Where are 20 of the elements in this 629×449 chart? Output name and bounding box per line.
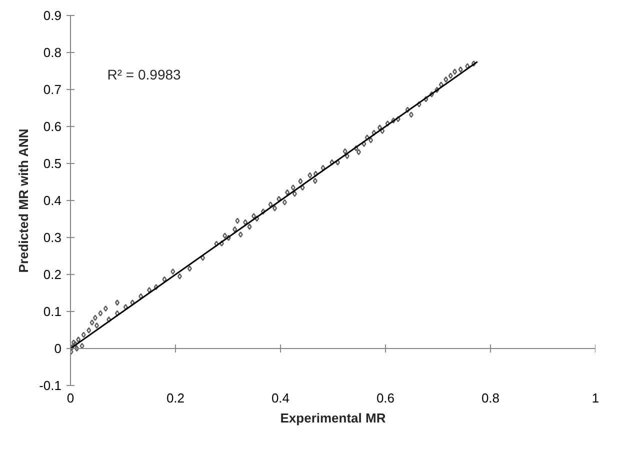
y-tick-label: 0 <box>54 341 62 356</box>
x-tick-label: 0.8 <box>481 390 500 406</box>
y-tick-label: 0.8 <box>43 45 62 60</box>
x-tick-label: 0.2 <box>166 390 185 406</box>
y-tick-label: 0.9 <box>43 8 62 23</box>
annotation: R² = 0.9983 <box>107 66 182 83</box>
y-tick-label: 0.7 <box>43 82 62 97</box>
y-tick-label: 0.1 <box>43 304 62 319</box>
y-tick-label: 0.3 <box>43 230 62 245</box>
y-tick-label: 0.4 <box>43 193 62 208</box>
y-tick-label: 0.2 <box>43 267 62 282</box>
y-axis-title: Predicted MR with ANN <box>16 128 32 273</box>
x-tick-label: 0 <box>66 390 74 406</box>
y-tick-label: -0.1 <box>39 378 62 393</box>
x-axis-title: Experimental MR <box>280 410 386 426</box>
y-tick-label: 0.6 <box>43 119 62 134</box>
x-tick-label: 0.6 <box>376 390 395 406</box>
y-tick-label: 0.5 <box>43 156 62 171</box>
x-tick-label: 0.4 <box>271 390 290 406</box>
x-tick-label: 1 <box>592 390 600 406</box>
